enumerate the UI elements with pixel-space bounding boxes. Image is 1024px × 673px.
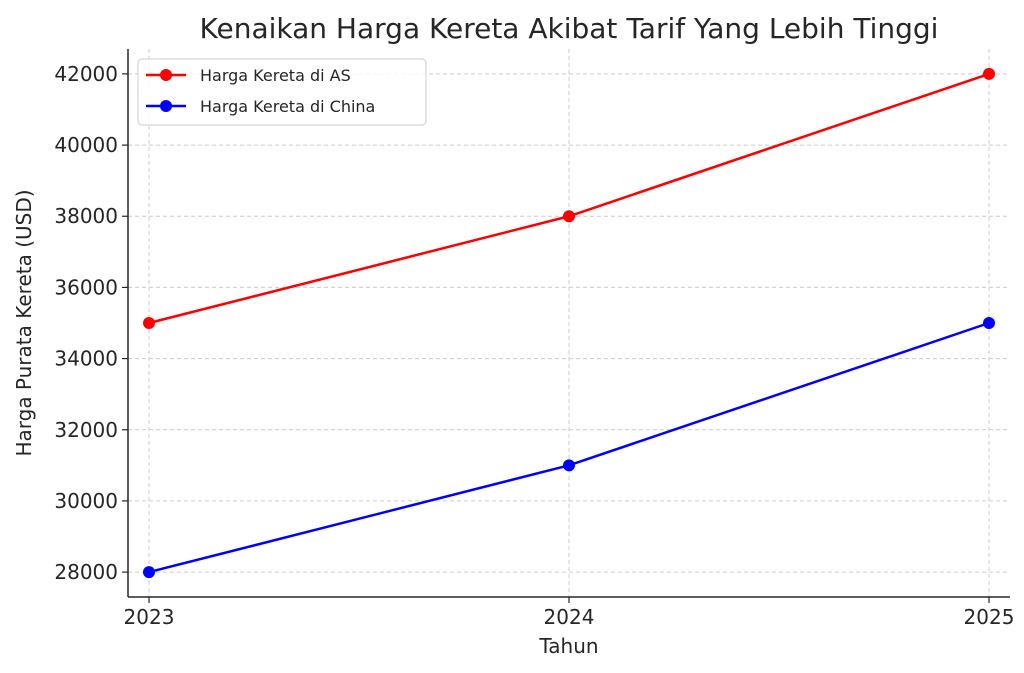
y-tick-label: 36000 [54, 275, 118, 299]
x-tick-label: 2023 [124, 605, 175, 629]
grid [128, 49, 1010, 597]
data-point [563, 210, 575, 223]
legend-box [137, 58, 427, 126]
data-point [983, 317, 995, 329]
series-0 [143, 67, 995, 329]
series-1 [143, 317, 995, 579]
y-tick-label: 30000 [54, 489, 118, 513]
data-point [983, 67, 995, 80]
y-tick-label: 38000 [54, 204, 118, 228]
data-point [563, 459, 575, 472]
x-axis-label: Tahun [538, 634, 598, 658]
axes: 28000 30000 32000 34000 36000 38000 40000 42000… [54, 49, 1014, 629]
y-tick-label: 28000 [54, 560, 118, 584]
legend-label: Harga Kereta di AS [200, 66, 351, 85]
legend: Harga Kereta di AS Harga Kereta di China [137, 58, 427, 126]
x-tick-label: 2025 [964, 605, 1015, 629]
y-tick-label: 40000 [54, 133, 118, 157]
y-tick-label: 34000 [54, 347, 118, 371]
data-point [143, 317, 155, 329]
legend-label: Harga Kereta di China [200, 97, 375, 116]
legend-marker [160, 100, 172, 112]
y-tick-label: 42000 [54, 62, 118, 86]
chart-title: Kenaikan Harga Kereta Akibat Tarif Yang … [200, 12, 939, 45]
y-axis-label: Harga Purata Kereta (USD) [12, 189, 36, 456]
series-group [143, 67, 995, 579]
y-tick-label: 32000 [54, 418, 118, 442]
x-tick-label: 2024 [544, 605, 595, 629]
legend-item: Harga Kereta di AS [146, 66, 351, 85]
legend-marker [160, 69, 172, 81]
legend-item: Harga Kereta di China [146, 97, 375, 116]
data-point [143, 566, 155, 579]
